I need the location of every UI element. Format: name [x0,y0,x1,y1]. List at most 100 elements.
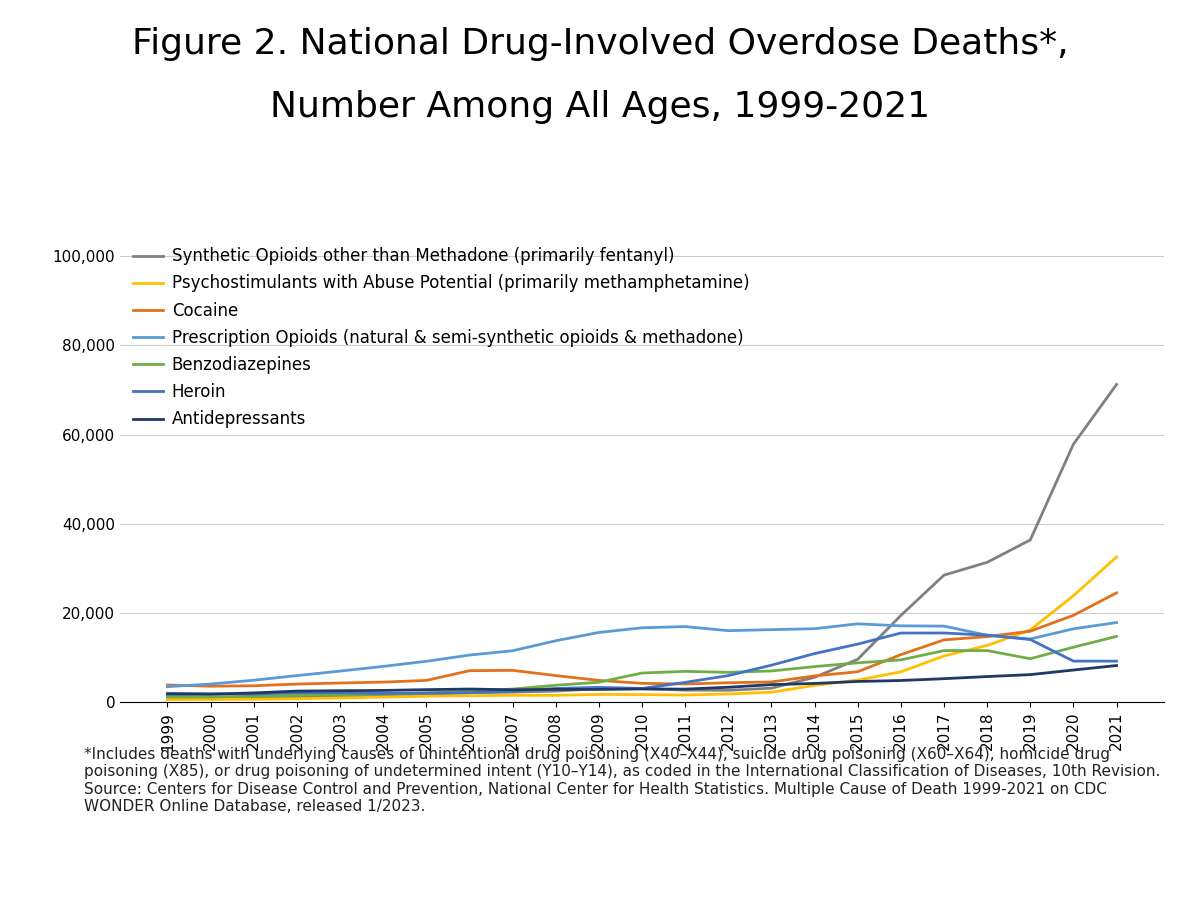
Cocaine [376,677,390,688]
Heroin [980,630,995,641]
Antidepressants [678,684,692,695]
Benzodiazepines [678,666,692,677]
Benzodiazepines [635,668,649,679]
Prescription Opioids (natural & semi-synthetic opioids & methadone) [678,621,692,632]
Benzodiazepines [203,691,217,702]
Antidepressants [203,688,217,699]
Prescription Opioids (natural & semi-synthetic opioids & methadone) [548,635,563,646]
Cocaine [592,675,606,686]
Cocaine [635,678,649,688]
Cocaine [548,670,563,681]
Prescription Opioids (natural & semi-synthetic opioids & methadone) [289,670,304,681]
Synthetic Opioids other than Methadone (primarily fentanyl) [246,692,260,703]
Cocaine [462,665,476,676]
Benzodiazepines [592,677,606,688]
Text: *Includes deaths with underlying causes of unintentional drug poisoning (X40–X44: *Includes deaths with underlying causes … [84,747,1160,814]
Cocaine [808,670,822,681]
Heroin [721,670,736,681]
Antidepressants [1024,670,1038,680]
Psychostimulants with Abuse Potential (primarily methamphetamine) [851,675,865,686]
Prescription Opioids (natural & semi-synthetic opioids & methadone) [161,681,175,692]
Antidepressants [505,684,520,695]
Benzodiazepines [937,645,952,656]
Synthetic Opioids other than Methadone (primarily fentanyl) [1024,535,1038,545]
Psychostimulants with Abuse Potential (primarily methamphetamine) [592,689,606,700]
Line: Benzodiazepines: Benzodiazepines [168,636,1116,697]
Heroin [894,627,908,638]
Heroin [1024,634,1038,645]
Prescription Opioids (natural & semi-synthetic opioids & methadone) [376,661,390,671]
Prescription Opioids (natural & semi-synthetic opioids & methadone) [808,624,822,634]
Cocaine [1109,588,1123,598]
Antidepressants [635,684,649,695]
Synthetic Opioids other than Methadone (primarily fentanyl) [851,654,865,665]
Antidepressants [894,675,908,686]
Benzodiazepines [1024,653,1038,664]
Heroin [851,639,865,650]
Heroin [505,686,520,697]
Prescription Opioids (natural & semi-synthetic opioids & methadone) [419,656,433,667]
Line: Antidepressants: Antidepressants [168,665,1116,694]
Psychostimulants with Abuse Potential (primarily methamphetamine) [635,689,649,700]
Heroin [1109,656,1123,667]
Synthetic Opioids other than Methadone (primarily fentanyl) [808,672,822,683]
Benzodiazepines [808,662,822,672]
Synthetic Opioids other than Methadone (primarily fentanyl) [980,557,995,568]
Psychostimulants with Abuse Potential (primarily methamphetamine) [678,689,692,700]
Prescription Opioids (natural & semi-synthetic opioids & methadone) [203,679,217,689]
Synthetic Opioids other than Methadone (primarily fentanyl) [721,685,736,696]
Benzodiazepines [548,680,563,690]
Antidepressants [980,671,995,682]
Psychostimulants with Abuse Potential (primarily methamphetamine) [721,688,736,699]
Synthetic Opioids other than Methadone (primarily fentanyl) [462,688,476,698]
Synthetic Opioids other than Methadone (primarily fentanyl) [548,686,563,697]
Psychostimulants with Abuse Potential (primarily methamphetamine) [419,691,433,702]
Psychostimulants with Abuse Potential (primarily methamphetamine) [1024,625,1038,635]
Antidepressants [246,688,260,698]
Cocaine [894,649,908,660]
Cocaine [246,680,260,691]
Synthetic Opioids other than Methadone (primarily fentanyl) [1067,439,1081,450]
Heroin [419,688,433,698]
Benzodiazepines [851,657,865,668]
Line: Synthetic Opioids other than Methadone (primarily fentanyl): Synthetic Opioids other than Methadone (… [168,384,1116,698]
Prescription Opioids (natural & semi-synthetic opioids & methadone) [462,650,476,661]
Psychostimulants with Abuse Potential (primarily methamphetamine) [289,693,304,704]
Antidepressants [548,684,563,695]
Prescription Opioids (natural & semi-synthetic opioids & methadone) [937,621,952,632]
Heroin [246,688,260,699]
Heroin [376,688,390,698]
Cocaine [678,679,692,689]
Synthetic Opioids other than Methadone (primarily fentanyl) [937,570,952,580]
Antidepressants [721,682,736,693]
Antidepressants [419,684,433,695]
Benzodiazepines [1109,631,1123,642]
Benzodiazepines [161,691,175,702]
Synthetic Opioids other than Methadone (primarily fentanyl) [376,690,390,701]
Psychostimulants with Abuse Potential (primarily methamphetamine) [462,690,476,701]
Antidepressants [376,685,390,696]
Antidepressants [808,678,822,688]
Line: Prescription Opioids (natural & semi-synthetic opioids & methadone): Prescription Opioids (natural & semi-syn… [168,623,1116,687]
Heroin [1067,656,1081,667]
Synthetic Opioids other than Methadone (primarily fentanyl) [505,687,520,698]
Psychostimulants with Abuse Potential (primarily methamphetamine) [548,690,563,701]
Heroin [161,688,175,698]
Benzodiazepines [246,691,260,702]
Prescription Opioids (natural & semi-synthetic opioids & methadone) [721,626,736,636]
Antidepressants [1109,660,1123,670]
Benzodiazepines [894,654,908,665]
Cocaine [419,675,433,686]
Heroin [332,688,347,698]
Cocaine [1067,610,1081,621]
Antidepressants [851,676,865,687]
Benzodiazepines [1067,642,1081,652]
Cocaine [851,666,865,677]
Synthetic Opioids other than Methadone (primarily fentanyl) [161,693,175,704]
Psychostimulants with Abuse Potential (primarily methamphetamine) [376,692,390,703]
Psychostimulants with Abuse Potential (primarily methamphetamine) [161,694,175,705]
Cocaine [161,680,175,690]
Prescription Opioids (natural & semi-synthetic opioids & methadone) [764,625,779,635]
Prescription Opioids (natural & semi-synthetic opioids & methadone) [851,618,865,629]
Prescription Opioids (natural & semi-synthetic opioids & methadone) [592,627,606,638]
